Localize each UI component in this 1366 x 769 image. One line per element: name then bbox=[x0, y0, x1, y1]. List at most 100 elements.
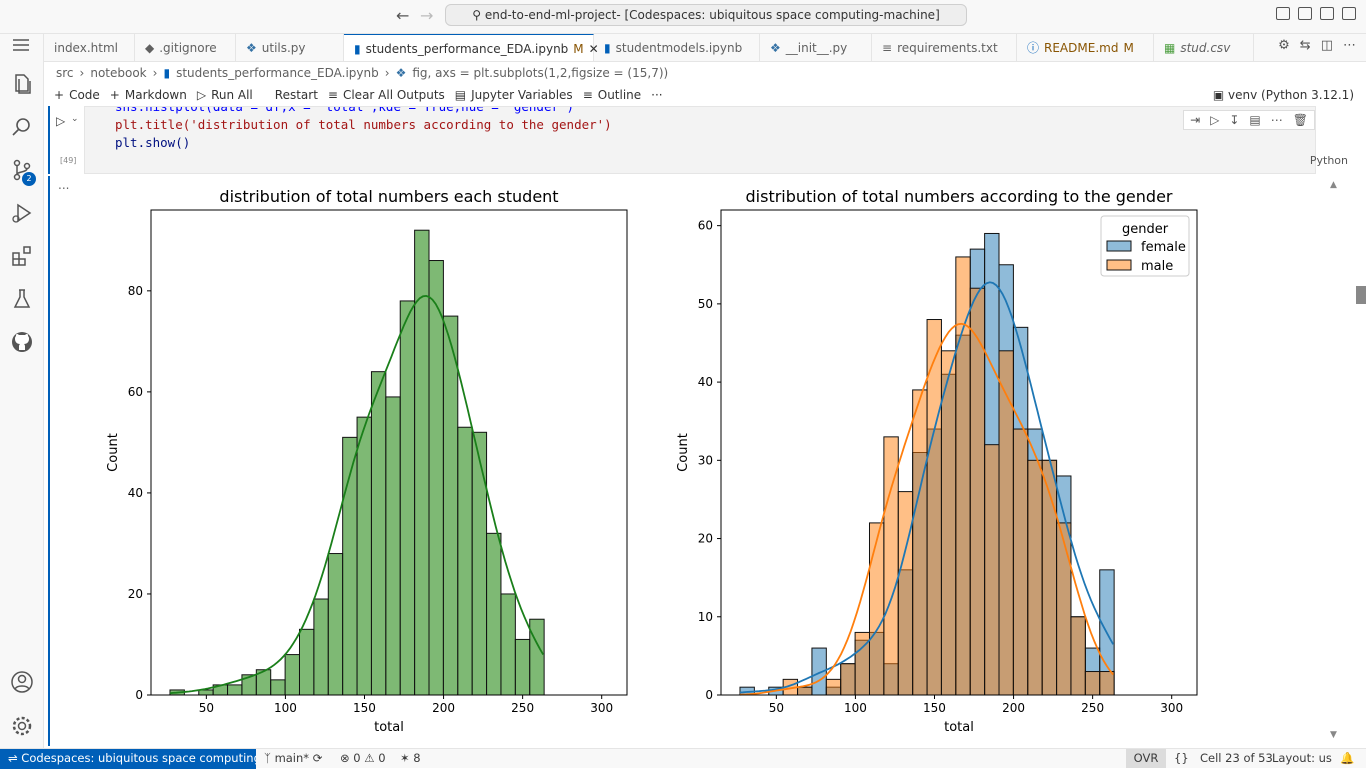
settings-gear-icon[interactable] bbox=[10, 714, 34, 738]
extensions-icon[interactable] bbox=[10, 244, 34, 268]
command-center-text: end-to-end-ml-project- [Codespaces: ubiq… bbox=[484, 8, 940, 22]
notebook-settings-icon[interactable]: ⚙ bbox=[1278, 38, 1290, 53]
split-cell-icon[interactable]: ▤ bbox=[1249, 113, 1261, 127]
delete-cell-icon[interactable]: 🗑 bbox=[1292, 113, 1308, 127]
split-editor-icon[interactable]: ◫ bbox=[1320, 38, 1333, 53]
x-tick-label: 250 bbox=[1081, 701, 1104, 715]
plot-frame bbox=[720, 209, 1198, 696]
breadcrumb-notebook[interactable]: notebook bbox=[90, 66, 147, 80]
warning-icon: ⚠ bbox=[364, 751, 375, 765]
tab-requirements[interactable]: ≡ requirements.txt bbox=[872, 34, 1017, 61]
overwrite-mode[interactable]: OVR bbox=[1126, 749, 1166, 768]
toolbar-more-button[interactable]: ··· bbox=[651, 88, 663, 102]
tab-stud-csv[interactable]: ▦ stud.csv bbox=[1154, 34, 1254, 61]
add-code-button[interactable]: + Code bbox=[54, 88, 100, 102]
breadcrumb-cell[interactable]: fig, axs = plt.subplots(1,2,figsize = (1… bbox=[412, 66, 669, 80]
run-cell-toolbar-icon[interactable]: ▷ bbox=[1210, 113, 1220, 127]
notebook-file-icon: ▮ bbox=[604, 41, 611, 55]
outline-button[interactable]: ≡ Outline bbox=[583, 88, 641, 102]
toggle-sidebar-icon[interactable] bbox=[1298, 7, 1312, 20]
tab-index-html[interactable]: index.html bbox=[44, 34, 135, 61]
histogram-bar-male bbox=[1099, 671, 1115, 696]
scroll-up-icon[interactable]: ▲ bbox=[1330, 180, 1337, 190]
toggle-secondary-sidebar-icon[interactable] bbox=[1342, 7, 1356, 20]
kernel-picker[interactable]: ▣ venv (Python 3.12.1) bbox=[1213, 88, 1354, 102]
command-center-search[interactable]: ⚲ end-to-end-ml-project- [Codespaces: ub… bbox=[445, 4, 967, 26]
histogram-bar-male bbox=[868, 522, 885, 696]
code-editor[interactable]: sns.histplot(data = df,x = 'total',kde =… bbox=[84, 106, 1316, 174]
ports-indicator[interactable]: ✶ 8 bbox=[400, 749, 421, 768]
code-cell[interactable]: ▷ ⌄ [49] sns.histplot(data = df,x = 'tot… bbox=[48, 106, 1351, 174]
more-actions-icon[interactable]: ⋯ bbox=[1343, 38, 1356, 53]
scroll-down-icon[interactable]: ▼ bbox=[1330, 730, 1337, 740]
kernel-label: venv (Python 3.12.1) bbox=[1228, 88, 1354, 102]
remote-label: Codespaces: ubiquitous space computing-m… bbox=[21, 751, 256, 765]
tab-init-py[interactable]: ❖ __init__.py bbox=[760, 34, 872, 61]
tab-gitignore[interactable]: ◆ .gitignore bbox=[135, 34, 236, 61]
tab-label: index.html bbox=[54, 41, 118, 55]
testing-icon[interactable] bbox=[10, 287, 34, 311]
scrollbar-thumb[interactable] bbox=[1356, 286, 1366, 304]
close-icon[interactable]: ✕ bbox=[588, 41, 599, 56]
github-icon[interactable] bbox=[10, 330, 34, 354]
run-all-label: Run All bbox=[211, 88, 253, 102]
tab-studentmodels[interactable]: ▮ studentmodels.ipynb bbox=[594, 34, 760, 61]
restart-button[interactable]: Restart bbox=[275, 88, 318, 102]
output-more-icon[interactable]: ... bbox=[58, 178, 70, 192]
x-axis-label: total bbox=[944, 720, 974, 735]
histogram-bar-male bbox=[912, 389, 928, 696]
sync-icon: ⟳ bbox=[312, 751, 323, 765]
search-view-icon[interactable] bbox=[10, 115, 34, 139]
explorer-icon[interactable] bbox=[10, 72, 34, 96]
run-below-icon[interactable]: ↧ bbox=[1229, 113, 1240, 127]
histogram-bar bbox=[471, 431, 488, 696]
python-file-icon: ❖ bbox=[246, 41, 257, 55]
toggle-panel-icon[interactable] bbox=[1320, 7, 1334, 20]
clear-outputs-button[interactable]: ≡ Clear All Outputs bbox=[328, 88, 445, 102]
run-above-icon[interactable]: ⇥ bbox=[1190, 113, 1201, 127]
chevron-down-icon[interactable]: ⌄ bbox=[71, 114, 79, 124]
customize-layout-icon[interactable] bbox=[1276, 7, 1290, 20]
tab-readme[interactable]: ⓘ README.md M bbox=[1017, 34, 1154, 61]
keyboard-layout[interactable]: Layout: us bbox=[1272, 751, 1332, 765]
restart-label: Restart bbox=[274, 88, 318, 102]
run-debug-icon[interactable] bbox=[10, 201, 34, 225]
back-arrow-icon[interactable]: ← bbox=[396, 6, 410, 25]
run-cell-icon[interactable]: ▷ bbox=[56, 114, 66, 128]
compare-icon[interactable]: ⇆ bbox=[1299, 38, 1311, 53]
histogram-bar-male bbox=[825, 678, 842, 696]
csv-file-icon: ▦ bbox=[1164, 41, 1176, 55]
remote-indicator[interactable]: ⇌ Codespaces: ubiquitous space computing… bbox=[0, 749, 256, 769]
plus-icon: + bbox=[54, 88, 65, 102]
jupyter-variables-button[interactable]: ▤ Jupyter Variables bbox=[455, 88, 573, 102]
cell-toolbar: ⇥ ▷ ↧ ▤ ⋯ 🗑 bbox=[1183, 110, 1315, 130]
forward-arrow-icon[interactable]: → bbox=[420, 6, 434, 25]
histogram-bar-male bbox=[984, 444, 1000, 696]
histogram-bar bbox=[270, 679, 286, 696]
tab-students-performance-eda[interactable]: ▮ students_performance_EDA.ipynb M ✕ bbox=[344, 34, 599, 61]
code-line-3: plt.show() bbox=[115, 135, 191, 150]
branch-indicator[interactable]: ᛉ main* ⟳ bbox=[264, 749, 322, 768]
cell-language[interactable]: Python bbox=[1309, 154, 1348, 167]
language-status-icon[interactable]: {} bbox=[1174, 751, 1189, 765]
clear-all-icon: ≡ bbox=[327, 88, 338, 102]
accounts-icon[interactable] bbox=[10, 670, 34, 694]
menu-icon[interactable] bbox=[11, 38, 35, 62]
cell-more-icon[interactable]: ⋯ bbox=[1270, 113, 1283, 127]
histogram-bar-male bbox=[897, 491, 914, 696]
run-all-button[interactable]: ▷ Run All bbox=[197, 88, 253, 102]
y-axis-label: Count bbox=[676, 433, 691, 472]
notebook-file-icon: ▮ bbox=[163, 66, 171, 80]
cell-position[interactable]: Cell 23 of 53 bbox=[1200, 751, 1273, 765]
notifications-bell-icon[interactable]: 🔔 bbox=[1340, 751, 1355, 765]
tab-utils-py[interactable]: ❖ utils.py bbox=[236, 34, 344, 61]
branch-label: main* bbox=[274, 751, 310, 765]
breadcrumb-file[interactable]: students_performance_EDA.ipynb bbox=[176, 66, 379, 80]
code-line-2: plt.title('distribution of total numbers… bbox=[115, 117, 612, 132]
legend-label-female: female bbox=[1141, 240, 1186, 255]
histogram-bar-male bbox=[840, 663, 856, 696]
problems-indicator[interactable]: ⊗ 0 ⚠ 0 bbox=[340, 749, 386, 768]
source-control-icon[interactable] bbox=[10, 158, 34, 182]
breadcrumb-src[interactable]: src bbox=[56, 66, 74, 80]
add-markdown-button[interactable]: + Markdown bbox=[110, 88, 187, 102]
